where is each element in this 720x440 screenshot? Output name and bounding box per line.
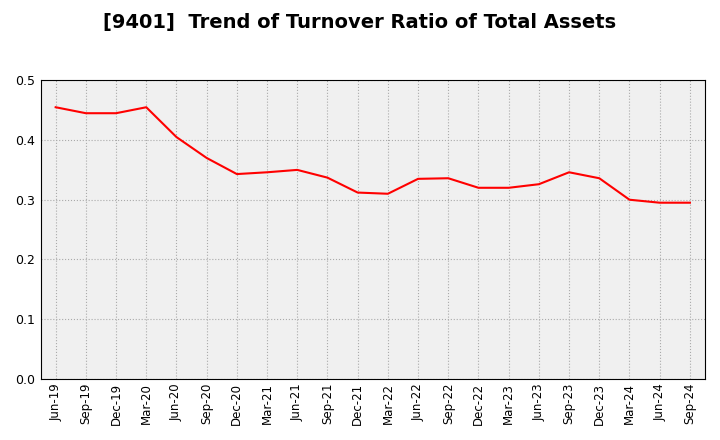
Text: [9401]  Trend of Turnover Ratio of Total Assets: [9401] Trend of Turnover Ratio of Total … xyxy=(104,13,616,32)
